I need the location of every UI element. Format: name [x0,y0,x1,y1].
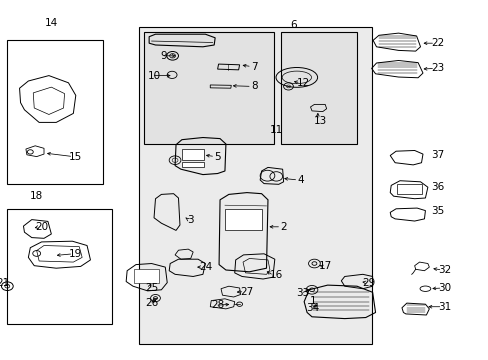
Text: 7: 7 [250,62,257,72]
Text: 34: 34 [305,303,319,313]
Text: 2: 2 [280,222,286,232]
Text: 21: 21 [0,278,9,288]
Text: 23: 23 [430,63,444,73]
Text: 14: 14 [44,18,58,28]
Text: 25: 25 [144,283,158,293]
Text: 30: 30 [438,283,450,293]
Text: 6: 6 [289,20,296,30]
Text: 24: 24 [198,262,212,272]
Bar [139,27,371,344]
Bar [281,32,356,144]
Text: 1: 1 [309,296,316,306]
Bar [224,209,261,230]
Text: 18: 18 [30,191,43,201]
Text: 13: 13 [313,116,326,126]
Text: 20: 20 [35,222,48,232]
Text: 17: 17 [318,261,331,271]
Bar [182,149,203,160]
Text: 19: 19 [69,249,82,259]
Bar [7,209,112,324]
Text: 35: 35 [430,206,444,216]
Bar [134,269,159,283]
Text: 8: 8 [250,81,257,91]
Text: 22: 22 [430,38,444,48]
Text: 27: 27 [240,287,253,297]
Text: 32: 32 [437,265,451,275]
Text: 16: 16 [269,270,283,280]
Text: 37: 37 [430,150,444,160]
Text: 15: 15 [69,152,82,162]
Text: 10: 10 [147,71,160,81]
Bar [182,162,203,167]
Bar [144,32,273,144]
Text: 3: 3 [187,215,194,225]
Bar [7,40,102,184]
Text: 28: 28 [210,300,224,310]
Text: 4: 4 [297,175,304,185]
Text: 11: 11 [269,125,283,135]
Text: 9: 9 [160,51,167,61]
Text: 29: 29 [362,278,375,288]
Text: 5: 5 [214,152,221,162]
Text: 12: 12 [296,78,309,88]
Text: 31: 31 [437,302,451,312]
Text: 36: 36 [430,182,444,192]
Text: 26: 26 [144,298,158,308]
Text: 33: 33 [296,288,309,298]
Bar [396,184,421,194]
